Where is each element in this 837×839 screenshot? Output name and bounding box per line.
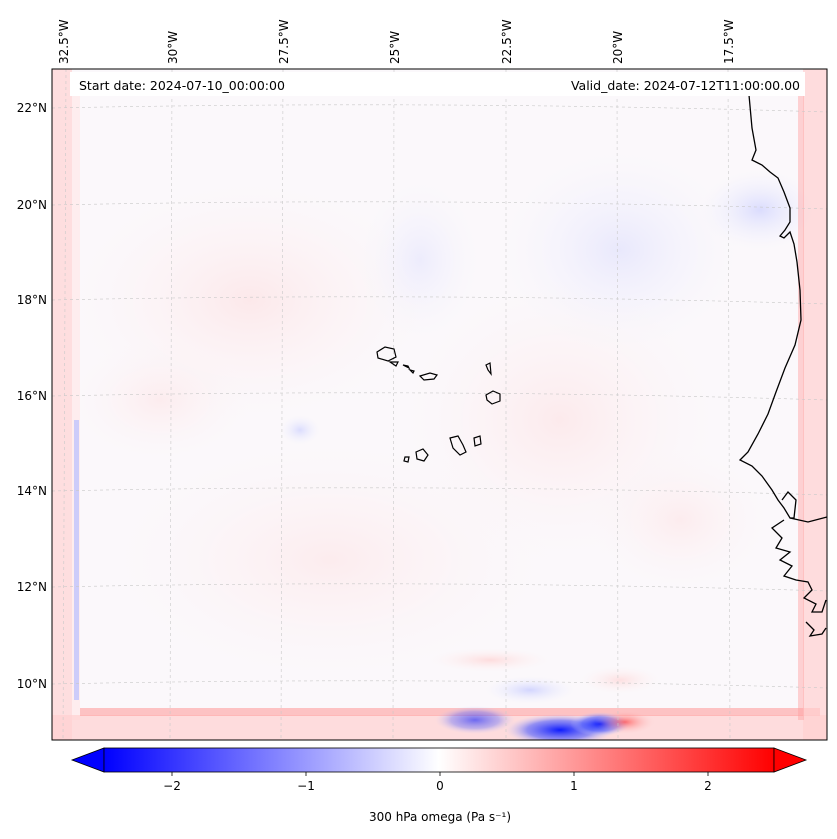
colorbar-tick: 1 — [570, 779, 578, 793]
start-date-label: Start date: 2024-07-10_00:00:00 — [79, 78, 285, 93]
coastline — [738, 94, 828, 637]
map-frame — [51, 68, 828, 741]
graticule — [51, 68, 828, 741]
latitude-labels: 22°N 20°N 18°N 16°N 14°N 12°N 10°N — [17, 101, 47, 691]
longitude-labels: 32.5°W 30°W 27.5°W 25°W 22.5°W 20°W 17.5… — [57, 19, 736, 64]
lon-label: 32.5°W — [57, 19, 71, 64]
lon-label: 17.5°W — [722, 19, 736, 64]
lat-label: 10°N — [17, 677, 47, 691]
lon-label: 27.5°W — [277, 19, 291, 64]
lon-label: 30°W — [166, 31, 180, 64]
colorbar-tick: −2 — [163, 779, 181, 793]
header-band — [70, 72, 805, 96]
lat-label: 12°N — [17, 580, 47, 594]
lon-label: 25°W — [388, 31, 402, 64]
lon-label: 20°W — [611, 31, 625, 64]
colorbar-tick: 0 — [436, 779, 444, 793]
colorbar-tick: −1 — [297, 779, 315, 793]
lat-label: 20°N — [17, 198, 47, 212]
lat-label: 18°N — [17, 293, 47, 307]
colorbar-tick: 2 — [704, 779, 712, 793]
colorbar: −2 −1 0 1 2 300 hPa omega (Pa s⁻¹) — [70, 747, 808, 824]
valid-date-label: Valid_date: 2024-07-12T11:00:00.00 — [571, 78, 800, 93]
lat-label: 16°N — [17, 389, 47, 403]
omega-field — [52, 69, 827, 740]
lon-label: 22.5°W — [500, 19, 514, 64]
lat-label: 22°N — [17, 101, 47, 115]
cape-verde-islands — [376, 346, 501, 463]
lat-label: 14°N — [17, 484, 47, 498]
colorbar-label: 300 hPa omega (Pa s⁻¹) — [369, 810, 511, 824]
